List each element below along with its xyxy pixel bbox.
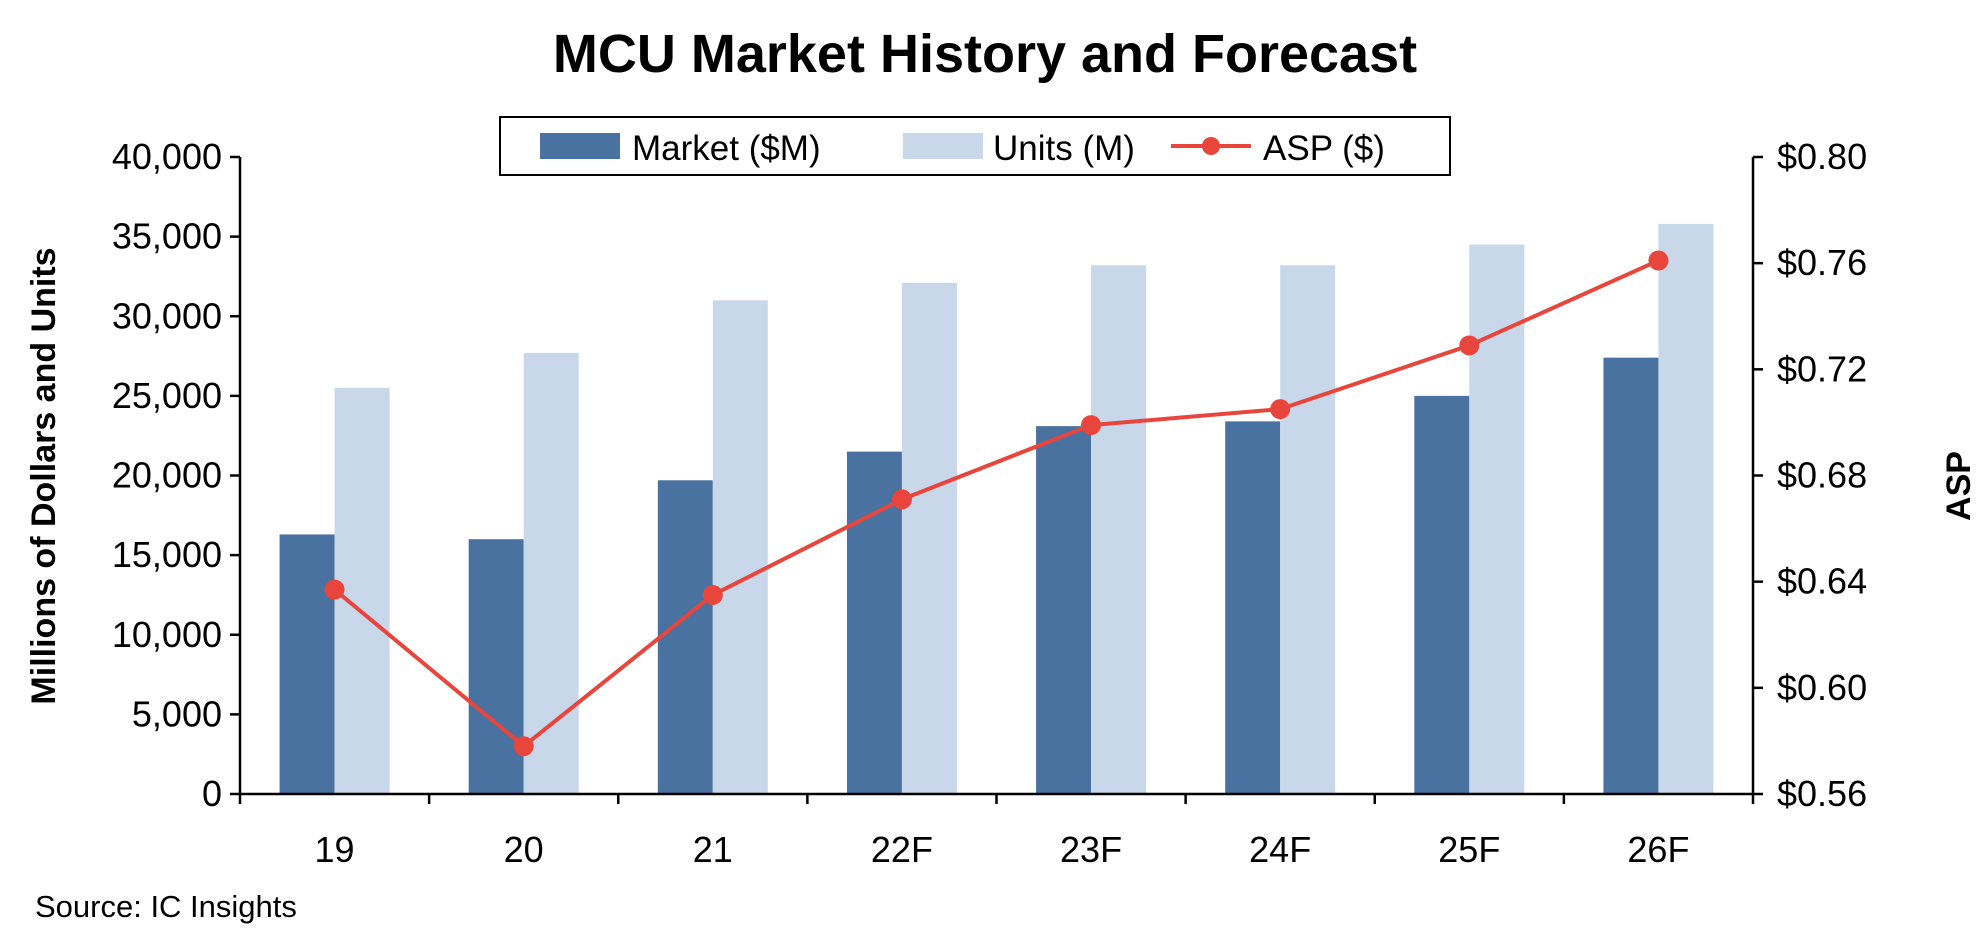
asp-point-24f <box>1270 399 1291 420</box>
asp-point-23f <box>1081 415 1102 436</box>
x-tick-label: 19 <box>315 829 355 870</box>
y-tick-label-right: $0.80 <box>1777 136 1867 177</box>
plot-area: 0 5,000 10,000 15,000 20,000 25,000 30,000 35,0… <box>112 136 1867 870</box>
y-tick-label-left: 0 <box>202 773 222 814</box>
bar-market-20 <box>468 539 524 794</box>
bar-market-24f <box>1225 421 1281 794</box>
x-tick-label: 24F <box>1249 829 1311 870</box>
y-tick-label-right: $0.72 <box>1777 348 1867 389</box>
bar-units-23f <box>1091 265 1147 794</box>
y-tick-label-left: 20,000 <box>112 455 222 496</box>
x-tick-label: 22F <box>871 829 933 870</box>
y-tick-label-left: 5,000 <box>132 693 222 734</box>
legend: Market ($M) Units (M) ASP ($) <box>499 116 1451 176</box>
bar-market-19 <box>279 534 335 794</box>
bar-units-24f <box>1280 265 1336 794</box>
y-tick-label-left: 25,000 <box>112 375 222 416</box>
bar-units-26f <box>1658 223 1714 794</box>
bar-units-20 <box>523 352 579 794</box>
legend-marker-asp <box>1202 137 1220 155</box>
x-tick-label: 21 <box>693 829 733 870</box>
legend-label-market: Market ($M) <box>632 129 821 168</box>
y-tick-label-left: 40,000 <box>112 136 222 177</box>
legend-label-units: Units (M) <box>993 129 1135 168</box>
x-tick-label: 20 <box>504 829 544 870</box>
bar-units-21 <box>712 300 768 794</box>
y-tick-label-right: $0.64 <box>1777 561 1867 602</box>
bar-market-22f <box>846 451 902 794</box>
y-tick-label-right: $0.56 <box>1777 773 1867 814</box>
x-tick-label: 25F <box>1438 829 1500 870</box>
asp-point-26f <box>1648 250 1669 271</box>
asp-point-22f <box>891 489 912 510</box>
bar-market-26f <box>1603 357 1659 794</box>
y-tick-label-right: $0.76 <box>1777 242 1867 283</box>
y-tick-label-left: 30,000 <box>112 295 222 336</box>
legend-label-asp: ASP ($) <box>1263 129 1385 168</box>
asp-point-21 <box>702 584 723 605</box>
bar-market-21 <box>657 480 713 794</box>
y-axis-title-left: Millions of Dollars and Units <box>25 247 63 704</box>
asp-point-20 <box>513 736 534 757</box>
x-tick-label: 26F <box>1627 829 1689 870</box>
y-tick-label-left: 10,000 <box>112 614 222 655</box>
legend-swatch-market <box>540 133 620 159</box>
y-tick-label-left: 35,000 <box>112 216 222 257</box>
y-axis-title-right: ASP <box>1940 451 1978 521</box>
bar-units-22f <box>901 282 957 794</box>
bar-units-25f <box>1469 244 1525 794</box>
bar-market-25f <box>1414 395 1470 794</box>
y-tick-label-right: $0.68 <box>1777 455 1867 496</box>
asp-line <box>333 258 1660 749</box>
y-tick-label-left: 15,000 <box>112 534 222 575</box>
asp-point-19 <box>324 579 345 600</box>
chart-title: MCU Market History and Forecast <box>553 24 1417 84</box>
asp-point-25f <box>1459 335 1480 356</box>
source-note: Source: IC Insights <box>35 889 297 924</box>
legend-swatch-units <box>903 133 983 159</box>
bar-market-23f <box>1036 426 1092 794</box>
y-tick-label-right: $0.60 <box>1777 667 1867 708</box>
x-tick-label: 23F <box>1060 829 1122 870</box>
